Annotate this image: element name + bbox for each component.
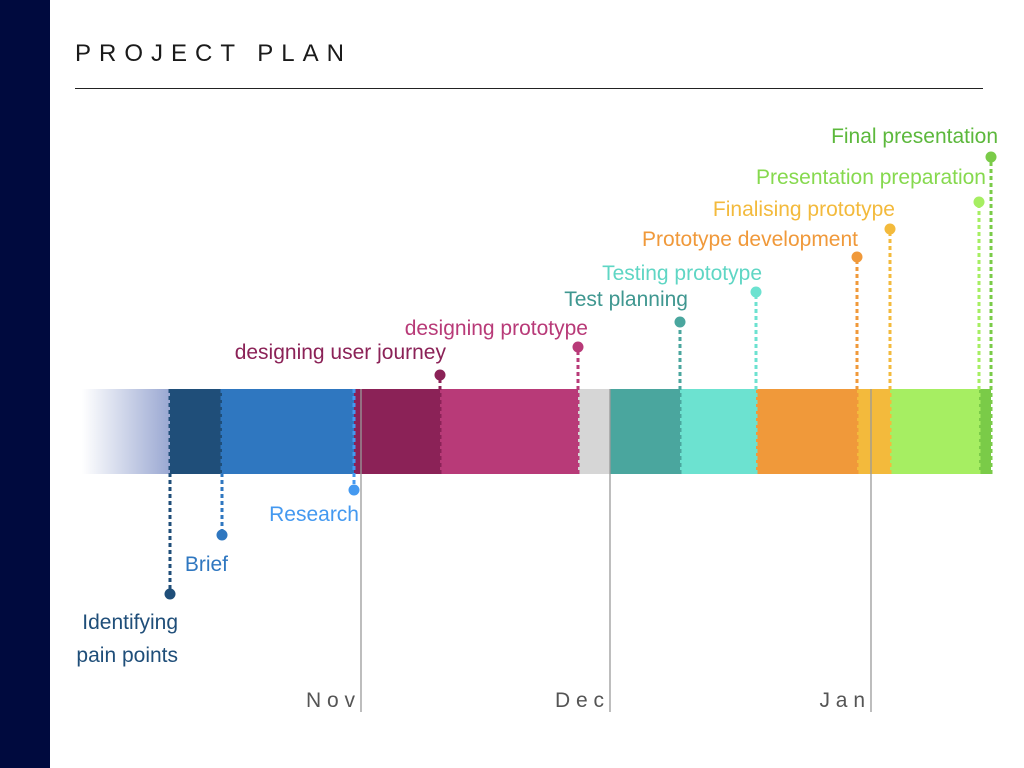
task-label-designing-prototype: designing prototype: [405, 317, 588, 340]
page-title: PROJECT PLAN: [75, 40, 352, 67]
marker-finalising-prototype-dot: [884, 223, 896, 235]
task-label-brief: Brief: [185, 553, 228, 576]
task-label-testing-prototype: Testing prototype: [602, 262, 762, 285]
task-label-research: Research: [269, 503, 359, 526]
task-segment-prototype-development: [756, 389, 857, 474]
task-segment-brief: [222, 389, 354, 474]
marker-research-dot: [348, 484, 360, 496]
task-label-test-planning: Test planning: [564, 288, 688, 311]
task-label-identifying-pain-points: Identifying pain points: [76, 611, 178, 667]
sidebar-strip: [0, 0, 50, 768]
timeline-fade: [82, 389, 170, 474]
task-segment-designing-prototype: [440, 389, 578, 474]
task-segment-finalising-prototype: [857, 389, 890, 474]
month-label: N o v: [306, 689, 356, 712]
marker-testing-prototype-dot: [750, 286, 762, 298]
task-label-presentation-preparation: Presentation preparation: [756, 166, 986, 189]
month-label: D e c: [555, 689, 604, 712]
marker-final-presentation-dot: [985, 151, 997, 163]
marker-prototype-development-dot: [851, 251, 863, 263]
task-label-designing-user-journey: designing user journey: [235, 341, 447, 364]
marker-designing-prototype-dot: [572, 341, 584, 353]
task-segment-presentation-preparation: [890, 389, 979, 474]
task-segment-test-planning: [610, 389, 680, 474]
task-segment-testing-prototype: [680, 389, 756, 474]
marker-brief-dot: [216, 529, 228, 541]
task-label-prototype-development: Prototype development: [642, 228, 858, 251]
task-label-final-presentation: Final presentation: [831, 125, 998, 148]
task-segment-designing-user-journey: [354, 389, 440, 474]
title-divider: [75, 88, 983, 89]
marker-designing-user-journey-dot: [434, 369, 446, 381]
marker-identifying-pain-points-dot: [164, 588, 176, 600]
marker-test-planning-dot: [674, 316, 686, 328]
timeline-gap: [578, 389, 610, 474]
marker-presentation-preparation-dot: [973, 196, 985, 208]
task-segment-final-presentation: [979, 389, 991, 474]
task-label-finalising-prototype: Finalising prototype: [713, 198, 895, 221]
task-segment-identifying-pain-points: [170, 389, 222, 474]
month-label: J a n: [819, 689, 865, 712]
